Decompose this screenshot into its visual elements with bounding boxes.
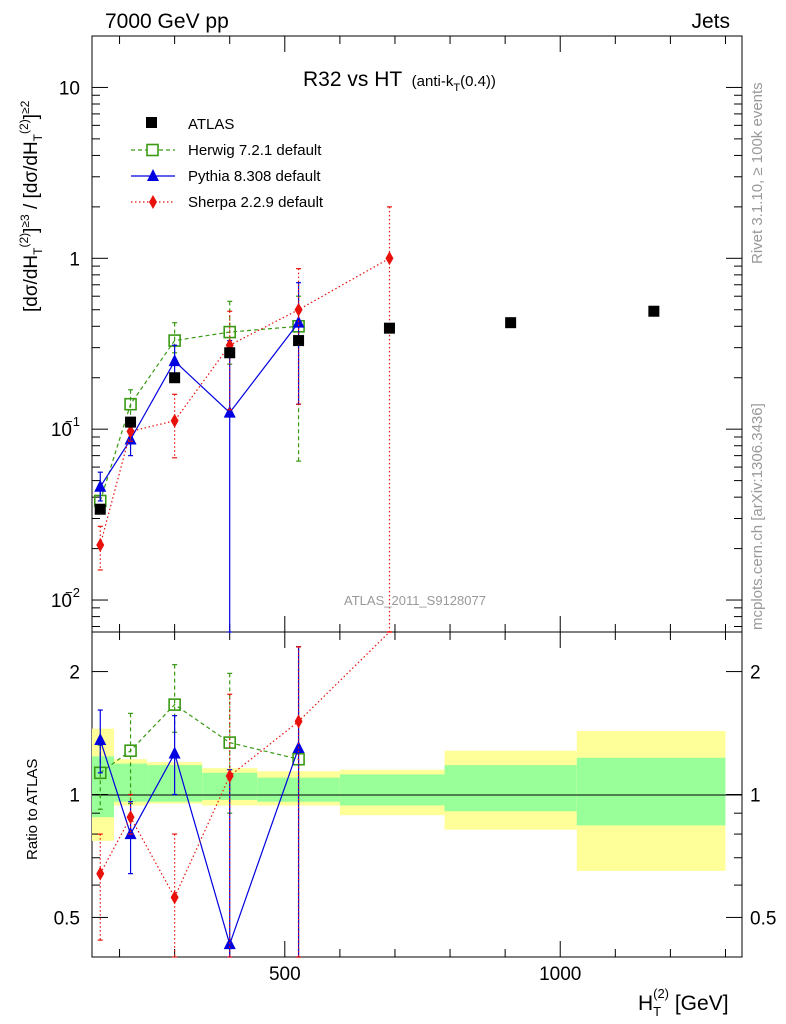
top-marker-atlas	[224, 347, 236, 359]
ratio-marker-herwig	[168, 698, 181, 711]
legend-label-sherpa: Sherpa 2.2.9 default	[188, 194, 324, 211]
top-marker-herwig	[124, 397, 137, 411]
top-marker-sherpa	[126, 424, 135, 439]
legend-marker-sherpa	[149, 195, 157, 209]
top-marker-sherpa	[385, 251, 394, 266]
ratio-band-inner	[576, 757, 726, 826]
ratio-marker-pythia	[124, 827, 137, 840]
legend-marker-atlas	[146, 117, 157, 128]
header-right: Jets	[691, 10, 730, 33]
ratio-marker-herwig	[223, 736, 237, 749]
x-tick-label: 500	[269, 964, 301, 985]
y-tick-label-ratio-left: 0.5	[54, 908, 80, 929]
top-marker-atlas	[293, 335, 305, 347]
ratio-marker-sherpa	[294, 714, 303, 729]
ratio-marker-herwig	[124, 744, 137, 758]
x-axis-label: HT(2) [GeV]	[638, 986, 729, 1019]
y-tick-label-ratio-right: 1	[750, 786, 761, 807]
y-tick-label-top: 1	[69, 249, 80, 270]
y-tick-label-ratio-right: 0.5	[750, 908, 776, 929]
ratio-line-sherpa	[99, 631, 390, 899]
ratio-panel-series	[93, 631, 392, 958]
top-marker-atlas	[383, 322, 395, 334]
top-marker-herwig	[223, 325, 237, 339]
ratio-marker-sherpa	[225, 768, 234, 783]
analysis-tag: ATLAS_2011_S9128077	[344, 593, 486, 608]
legend-label-herwig: Herwig 7.2.1 default	[188, 142, 322, 159]
top-marker-sherpa	[294, 302, 303, 317]
ratio-marker-sherpa	[170, 890, 179, 905]
y-tick-label-top-exponent: −1	[65, 414, 80, 429]
top-marker-atlas	[505, 317, 517, 329]
top-marker-atlas	[648, 305, 660, 317]
mcplots-label: mcplots.cern.ch [arXiv:1306.3436]	[749, 403, 766, 630]
y-tick-label-ratio-left: 2	[69, 663, 80, 684]
y-axis-label-ratio: Ratio to ATLAS	[24, 759, 41, 860]
top-marker-atlas	[94, 503, 106, 515]
top-marker-pythia	[223, 405, 236, 418]
ratio-line-herwig	[99, 703, 299, 774]
ratio-marker-pythia	[168, 746, 181, 759]
top-marker-pythia	[94, 479, 107, 492]
legend: ATLAS Herwig 7.2.1 default Pythia 8.308 …	[131, 116, 324, 211]
y-tick-label-top: 10	[51, 420, 72, 441]
top-marker-atlas	[169, 372, 181, 384]
top-marker-atlas	[125, 416, 137, 428]
top-panel-series	[93, 206, 660, 633]
rivet-label: Rivet 3.1.10, ≥ 100k events	[749, 82, 766, 264]
plot-title: R32 vs HT (anti-kT(0.4))	[303, 68, 496, 94]
ratio-uncertainty-bands	[92, 728, 726, 871]
y-axis-label-top: [dσ/dHT(2)]≥3 / [dσ/dHT(2)]≥2	[17, 100, 45, 312]
header-left: 7000 GeV pp	[105, 10, 229, 33]
ratio-band-inner	[92, 756, 115, 818]
y-tick-label-ratio-left: 1	[69, 786, 80, 807]
x-tick-label: 1000	[539, 964, 581, 985]
y-tick-label-top: 10	[51, 591, 72, 612]
top-marker-pythia	[168, 354, 181, 367]
legend-marker-herwig	[146, 143, 159, 157]
y-tick-label-ratio-right: 2	[750, 663, 761, 684]
ratio-band-inner	[339, 774, 445, 806]
top-line-sherpa	[99, 257, 390, 546]
y-tick-label-top: 10	[59, 78, 80, 99]
ratio-marker-sherpa	[96, 866, 105, 881]
legend-marker-pythia	[147, 169, 159, 181]
legend-label-atlas: ATLAS	[188, 116, 234, 133]
y-tick-label-top-exponent: −2	[65, 585, 80, 600]
legend-label-pythia: Pythia 8.308 default	[188, 168, 321, 185]
top-marker-sherpa	[96, 537, 105, 552]
top-marker-sherpa	[170, 413, 179, 428]
ratio-band-inner	[114, 763, 148, 802]
ratio-marker-sherpa	[126, 810, 135, 825]
ratio-marker-pythia	[94, 732, 107, 745]
ratio-band-inner	[444, 765, 577, 812]
